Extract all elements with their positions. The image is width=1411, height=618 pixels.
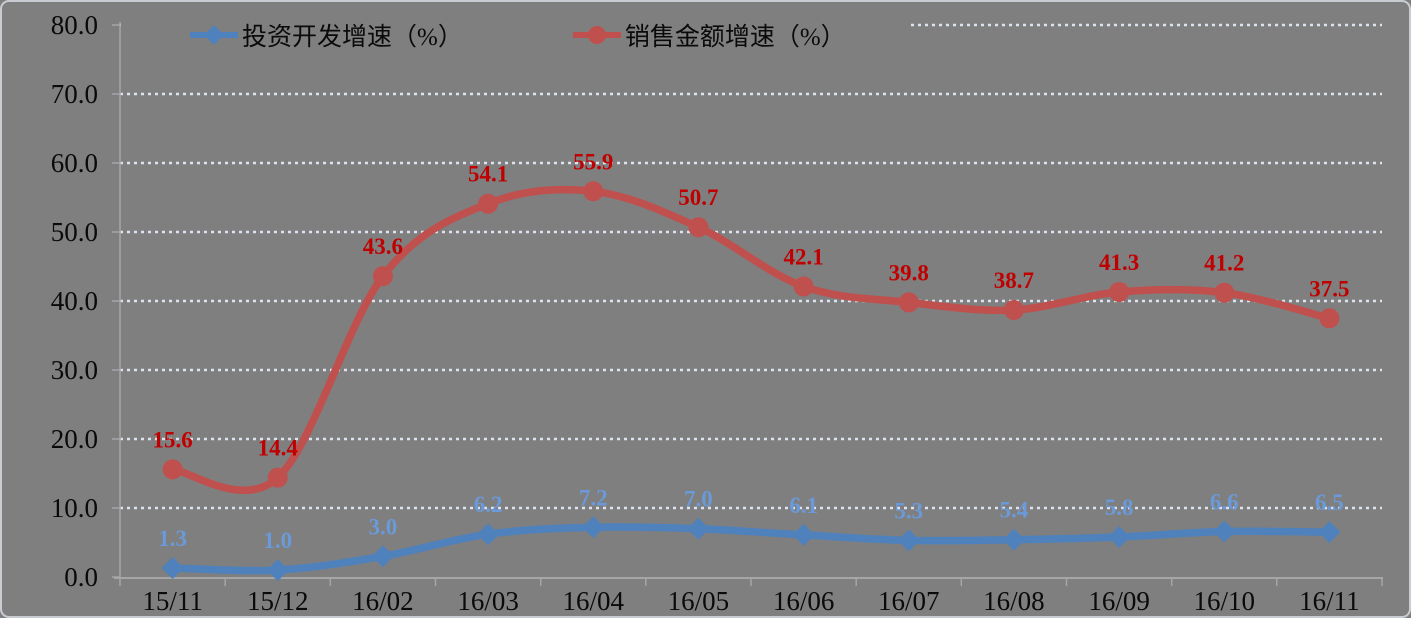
y-axis-label-30: 30.0 [51,355,98,385]
data-label-0-16/07: 5.3 [894,498,923,523]
y-axis-label-40: 40.0 [51,286,98,316]
marker-circle-1-15/12 [267,467,288,488]
data-label-0-15/11: 1.3 [158,526,187,551]
marker-circle-1-16/03 [478,193,499,214]
marker-circle-1-16/09 [1109,282,1130,302]
legend-circle-sample [587,26,606,44]
marker-circle-1-16/11 [1319,308,1340,329]
legend-item-investment-growth: 投资开发增速（%） [190,17,463,53]
marker-circle-1-15/11 [162,459,183,480]
y-axis-label-20: 20.0 [51,424,98,454]
data-label-0-16/05: 7.0 [684,487,713,512]
data-label-0-15/12: 1.0 [263,528,292,553]
marker-circle-1-16/08 [1003,300,1024,320]
x-axis-label-16/11: 16/11 [1299,586,1360,616]
data-label-1-16/02: 43.6 [363,234,403,259]
data-label-1-16/05: 50.7 [678,185,718,210]
marker-diamond-0-16/06 [792,523,815,546]
x-axis-label-15/12: 15/12 [247,586,309,616]
data-label-1-16/07: 39.8 [889,260,929,285]
marker-diamond-0-16/10 [1213,520,1236,543]
data-label-1-16/04: 55.9 [573,149,613,174]
marker-diamond-0-16/08 [1002,528,1025,551]
chart-legend: 投资开发增速（%） 销售金额增速（%） [122,12,908,58]
legend-label-sales-growth: 销售金额增速（%） [624,24,846,51]
marker-diamond-0-16/05 [687,517,710,540]
x-axis-label-16/02: 16/02 [352,586,414,616]
data-label-1-16/08: 38.7 [994,268,1034,293]
x-axis-label-16/07: 16/07 [878,586,940,616]
x-axis-label-16/04: 16/04 [563,586,625,616]
marker-diamond-0-16/03 [477,523,500,546]
legend-diamond-sample [204,25,224,45]
legend-circle-marker-icon [572,26,621,44]
legend-item-sales-growth: 销售金额增速（%） [572,17,846,53]
data-label-0-16/02: 3.0 [369,514,398,539]
marker-diamond-0-16/04 [582,516,605,539]
legend-label-investment-growth: 投资开发增速（%） [242,24,463,51]
marker-circle-1-16/07 [898,292,919,313]
data-label-0-16/06: 6.1 [789,493,818,518]
data-label-0-16/04: 7.2 [579,485,608,510]
data-label-1-16/10: 41.2 [1204,251,1244,276]
marker-circle-1-16/04 [583,181,604,202]
marker-diamond-0-15/11 [161,557,184,579]
x-axis-label-16/05: 16/05 [668,586,730,616]
data-label-0-16/10: 6.6 [1210,490,1239,515]
x-axis-label-16/08: 16/08 [983,586,1045,616]
marker-diamond-0-16/11 [1318,521,1341,544]
x-axis-label-16/03: 16/03 [457,586,519,616]
data-label-1-16/06: 42.1 [783,245,823,270]
data-label-1-16/11: 37.5 [1309,276,1349,301]
x-axis-label-16/10: 16/10 [1194,586,1256,616]
data-label-1-16/03: 54.1 [468,162,508,187]
data-label-1-15/12: 14.4 [258,436,299,461]
y-axis-label-60: 60.0 [51,148,98,178]
y-axis-label-50: 50.0 [51,217,98,247]
series-line-0 [168,523,1334,575]
y-axis-label-0: 0.0 [64,562,98,592]
y-axis-label-70: 70.0 [51,79,98,109]
y-axis-label-80: 80.0 [51,10,98,40]
marker-diamond-0-15/12 [266,559,289,582]
marker-circle-1-16/10 [1214,282,1235,303]
x-axis-label-16/06: 16/06 [773,586,835,616]
data-label-1-15/11: 15.6 [152,427,192,452]
marker-diamond-0-16/07 [897,529,920,552]
data-label-1-16/09: 41.3 [1099,250,1139,275]
x-axis-label-16/09: 16/09 [1088,586,1150,616]
legend-diamond-marker-icon [190,25,238,45]
marker-circle-1-16/02 [372,266,393,287]
data-label-0-16/09: 5.8 [1105,495,1134,520]
data-label-0-16/08: 5.4 [1000,498,1029,523]
marker-diamond-0-16/09 [1108,526,1131,548]
series-line-1 [168,185,1334,494]
marker-circle-1-16/05 [688,217,709,238]
data-label-0-16/03: 6.2 [474,492,503,517]
y-axis-label-10: 10.0 [51,493,98,523]
marker-diamond-0-16/02 [371,545,394,568]
data-label-0-16/11: 6.5 [1315,490,1344,515]
x-axis-label-15/11: 15/11 [142,586,203,616]
marker-circle-1-16/06 [793,276,814,297]
